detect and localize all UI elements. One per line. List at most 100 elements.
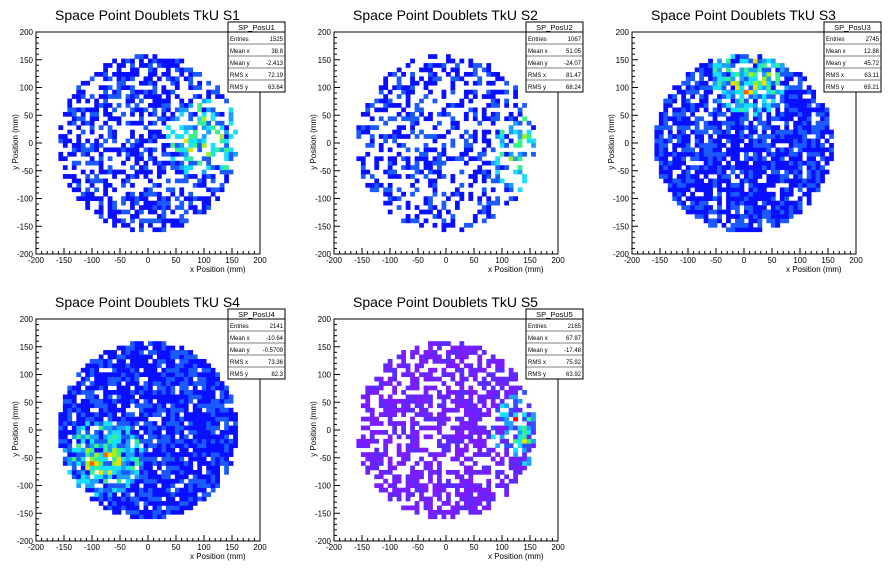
heatmap-cell — [383, 430, 389, 435]
heatmap-cell — [80, 412, 86, 417]
heatmap-cell — [513, 398, 518, 404]
heatmap-cell — [481, 147, 487, 153]
heatmap-cell — [504, 443, 510, 449]
heatmap-cell — [477, 443, 483, 449]
heatmap-cell — [708, 182, 713, 188]
heatmap-cell — [192, 452, 198, 457]
heatmap-cell — [504, 421, 510, 426]
heatmap-cell — [793, 178, 799, 184]
heatmap-cell — [121, 394, 126, 400]
heatmap-cell — [192, 434, 198, 440]
heatmap-cell — [793, 71, 799, 77]
heatmap-cell — [71, 474, 77, 480]
heatmap-cell — [76, 483, 82, 489]
heatmap-cell — [726, 138, 731, 144]
heatmap-cell — [446, 394, 451, 400]
heatmap-cell — [161, 147, 167, 153]
heatmap-cell — [708, 138, 713, 144]
heatmap-cell — [58, 412, 64, 417]
heatmap-cell — [130, 461, 135, 466]
heatmap-cell — [504, 376, 510, 382]
heatmap-cell — [165, 200, 171, 206]
heatmap-cell — [94, 147, 100, 153]
heatmap-cell — [130, 447, 135, 453]
heatmap-cell — [499, 430, 505, 435]
heatmap-cell — [125, 478, 131, 484]
heatmap-cell — [481, 134, 487, 139]
heatmap-cell — [94, 403, 100, 409]
heatmap-cell — [215, 478, 220, 484]
heatmap-cell — [699, 200, 704, 206]
heatmap-cell — [432, 487, 438, 493]
heatmap-cell — [459, 376, 465, 382]
x-tick-label: 0 — [146, 256, 151, 265]
heatmap-cell — [165, 58, 171, 64]
heatmap-cell — [134, 214, 140, 219]
heatmap-cell — [143, 160, 149, 166]
heatmap-cell — [188, 381, 194, 386]
heatmap-cell — [392, 398, 398, 404]
heatmap-cell — [76, 187, 82, 193]
heatmap-cell — [210, 89, 216, 95]
heatmap-cell — [708, 85, 713, 91]
heatmap-cell — [820, 125, 825, 130]
heatmap-cell — [681, 120, 687, 126]
heatmap-cell — [112, 94, 117, 99]
stats-value: -0.5709 — [263, 348, 284, 354]
heatmap-cell — [414, 398, 420, 404]
heatmap-cell — [224, 430, 229, 435]
heatmap-cell — [192, 205, 198, 210]
heatmap-cell — [735, 156, 740, 162]
heatmap-cell — [658, 125, 664, 130]
heatmap-cell — [152, 434, 158, 440]
heatmap-cell — [712, 165, 718, 170]
heatmap-cell — [454, 71, 460, 77]
heatmap-cell — [820, 116, 825, 122]
heatmap-cell — [98, 165, 104, 170]
heatmap-cell — [125, 376, 131, 382]
heatmap-cell — [125, 372, 131, 378]
heatmap-cell — [441, 227, 447, 233]
heatmap-cell — [770, 143, 776, 148]
heatmap-cell — [183, 385, 189, 391]
heatmap-cell — [793, 205, 799, 210]
heatmap-cell — [428, 461, 433, 466]
heatmap-cell — [517, 456, 523, 462]
x-tick-label: -100 — [382, 256, 399, 265]
heatmap-cell — [441, 367, 447, 373]
heatmap-cell — [71, 407, 77, 413]
heatmap-cell — [369, 125, 375, 130]
heatmap-cell — [103, 350, 108, 355]
heatmap-cell — [210, 191, 216, 197]
heatmap-cell — [179, 58, 185, 64]
heatmap-cell — [748, 218, 754, 224]
heatmap-cell — [712, 138, 718, 144]
heatmap-cell — [170, 416, 176, 422]
heatmap-cell — [490, 372, 496, 378]
heatmap-cell — [396, 496, 402, 502]
heatmap-cell — [71, 434, 77, 440]
heatmap-cell — [712, 156, 718, 162]
heatmap-cell — [107, 416, 113, 422]
heatmap-cell — [58, 430, 64, 435]
heatmap-cell — [761, 67, 767, 73]
heatmap-cell — [735, 143, 740, 148]
heatmap-cell — [468, 89, 474, 95]
heatmap-cell — [112, 363, 117, 369]
heatmap-cell — [197, 447, 203, 453]
heatmap-cell — [784, 160, 790, 166]
heatmap-cell — [477, 196, 483, 202]
heatmap-cell — [481, 430, 487, 435]
heatmap-cell — [658, 165, 664, 170]
heatmap-cell — [468, 372, 474, 378]
heatmap-cell — [201, 443, 207, 449]
heatmap-cell — [401, 85, 406, 91]
heatmap-cell — [174, 80, 180, 86]
heatmap-cell — [735, 165, 740, 170]
y-tick-label: -50 — [617, 167, 629, 176]
heatmap-cell — [775, 111, 781, 117]
heatmap-cell — [107, 483, 113, 489]
heatmap-cell — [188, 350, 194, 355]
heatmap-cell — [125, 363, 131, 369]
heatmap-cell — [224, 169, 229, 175]
